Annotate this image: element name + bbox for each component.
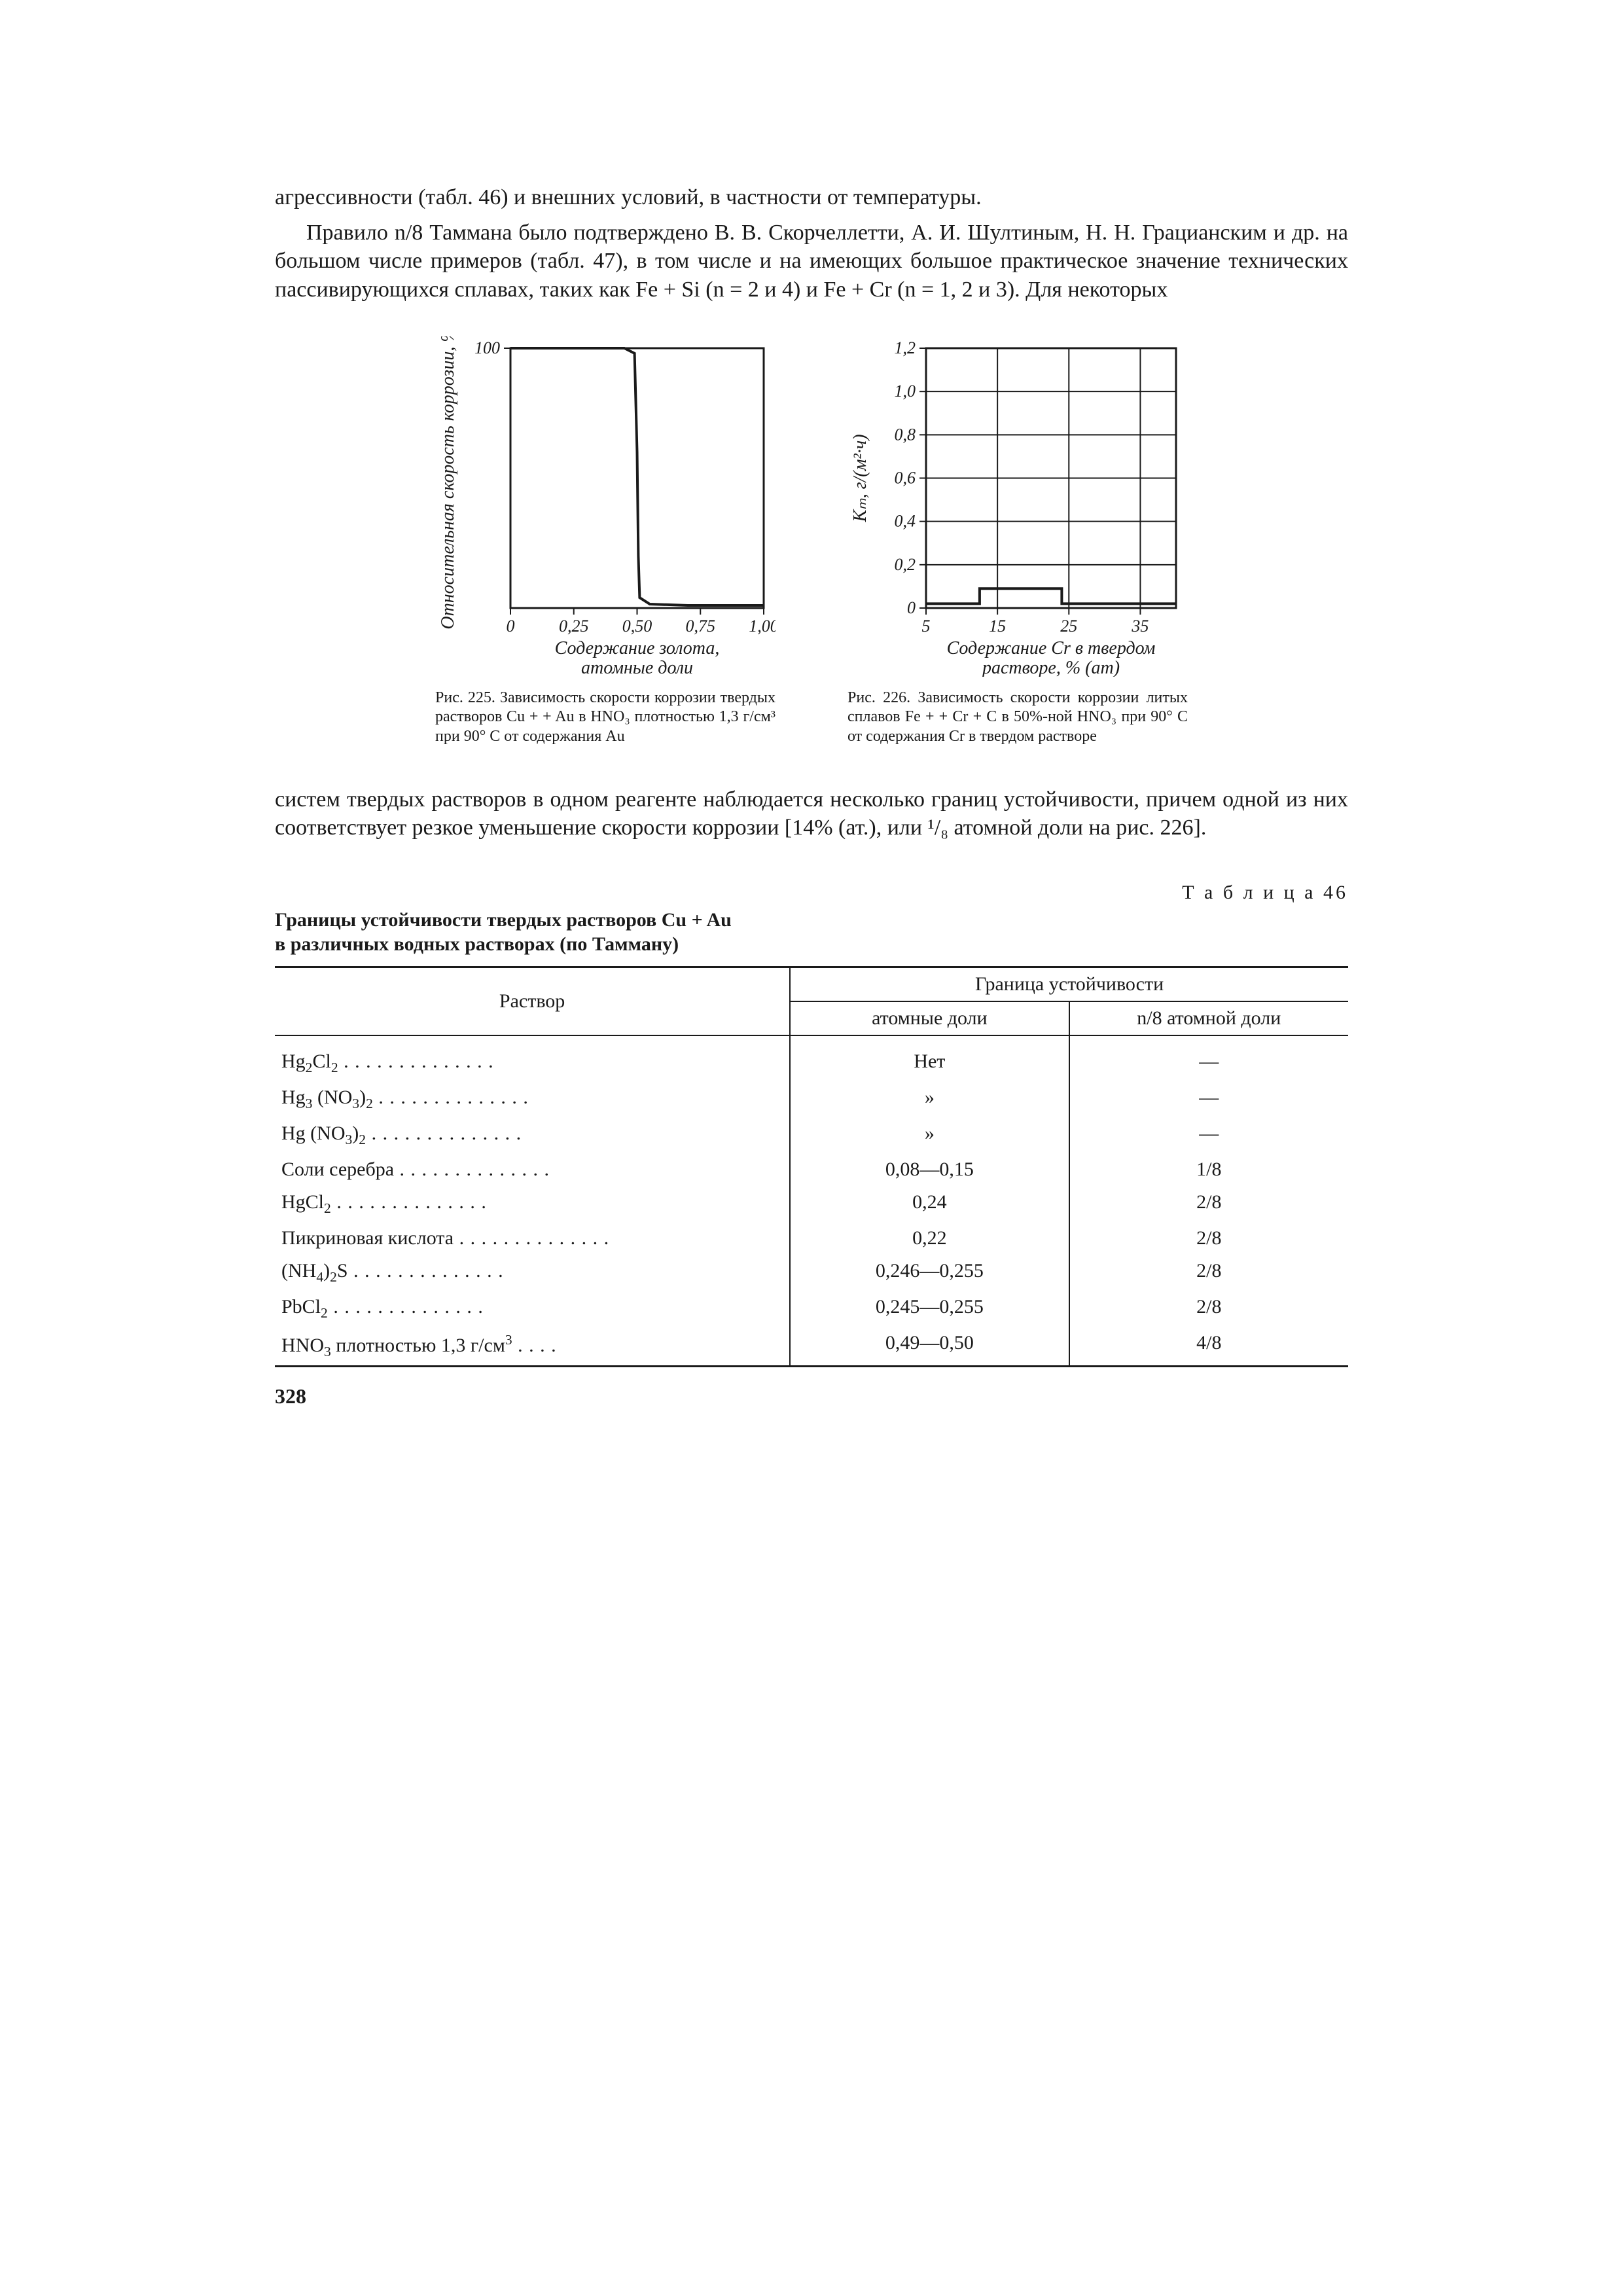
th-group: Граница устойчивости [790,967,1348,1001]
svg-text:0,4: 0,4 [895,512,916,531]
cell-n8: 2/8 [1069,1186,1348,1222]
svg-text:0,8: 0,8 [895,425,916,444]
cell-n8: 2/8 [1069,1255,1348,1291]
cell-atomic: » [790,1117,1069,1153]
cell-solution: HgCl2 [275,1186,790,1222]
chart-226-svg: 5 15 25 35 0 0,2 0,4 0,6 0,8 1,0 1,2 Kₘ, г/(м²·ч) Со… [847,336,1188,677]
svg-text:0,75: 0,75 [686,617,716,636]
table-46-label: Т а б л и ц а 46 [275,882,1348,904]
cell-solution: HNO3 плотностью 1,3 г/см3 [275,1327,790,1367]
svg-text:0,2: 0,2 [895,555,916,574]
cell-solution: (NH4)2S [275,1255,790,1291]
cell-n8: 2/8 [1069,1222,1348,1255]
svg-text:0,25: 0,25 [559,617,589,636]
svg-text:Относительная скорость коррози: Относительная скорость коррозии, % [438,336,458,630]
figure-226: 5 15 25 35 0 0,2 0,4 0,6 0,8 1,0 1,2 Kₘ, г/(м²·ч) Со… [847,336,1188,746]
cell-n8: — [1069,1035,1348,1081]
cell-n8: — [1069,1117,1348,1153]
table-row: Hg2Cl2Нет— [275,1035,1348,1081]
charts-row: 00,250,500,751,00100Относительная скорос… [275,336,1348,746]
svg-text:0: 0 [507,617,515,636]
cell-solution: Соли серебра [275,1153,790,1186]
svg-text:1,2: 1,2 [895,338,916,357]
cell-solution: Пикриновая кислота [275,1222,790,1255]
table-row: HNO3 плотностью 1,3 г/см30,49—0,504/8 [275,1327,1348,1367]
table-row: PbCl20,245—0,2552/8 [275,1291,1348,1327]
cell-n8: 2/8 [1069,1291,1348,1327]
cell-atomic: Нет [790,1035,1069,1081]
svg-text:растворе, % (ат): растворе, % (ат) [981,658,1120,677]
th-solution: Раствор [275,967,790,1035]
cell-solution: PbCl2 [275,1291,790,1327]
cell-atomic: » [790,1081,1069,1117]
svg-text:35: 35 [1131,617,1149,636]
cell-n8: 1/8 [1069,1153,1348,1186]
paragraph-3: систем твердых растворов в одном реагент… [275,785,1348,842]
svg-text:Содержание Cr в твердом: Содержание Cr в твердом [947,638,1156,658]
table-row: Hg (NO3)2»— [275,1117,1348,1153]
table-46-title: Границы устойчивости твердых растворов C… [275,908,1348,957]
table-row: HgCl20,242/8 [275,1186,1348,1222]
cell-solution: Hg (NO3)2 [275,1117,790,1153]
cell-atomic: 0,24 [790,1186,1069,1222]
th-atomic: атомные доли [790,1001,1069,1035]
cell-atomic: 0,08—0,15 [790,1153,1069,1186]
svg-text:атомные доли: атомные доли [581,658,693,677]
figure-225-caption: Рис. 225. Зависимость скорости коррозии … [435,689,776,746]
table-46: Раствор Граница устойчивости атомные дол… [275,966,1348,1367]
cell-n8: 4/8 [1069,1327,1348,1367]
table-row: (NH4)2S0,246—0,2552/8 [275,1255,1348,1291]
cell-solution: Hg2Cl2 [275,1035,790,1081]
svg-text:25: 25 [1060,617,1077,636]
th-n8: n/8 атомной доли [1069,1001,1348,1035]
svg-text:5: 5 [922,617,931,636]
cell-atomic: 0,246—0,255 [790,1255,1069,1291]
svg-text:Содержание золота,: Содержание золота, [555,638,720,658]
cell-atomic: 0,22 [790,1222,1069,1255]
svg-text:Kₘ, г/(м²·ч): Kₘ, г/(м²·ч) [850,435,870,523]
svg-text:1,00: 1,00 [749,617,776,636]
figure-225: 0 0,25 0,50 0,75 1,00 100 Относительная скорос… [435,336,776,746]
svg-text:0,50: 0,50 [622,617,652,636]
paragraph-1: агрессивности (табл. 46) и внешних услов… [275,183,1348,212]
svg-text:15: 15 [989,617,1006,636]
svg-text:0: 0 [907,598,916,617]
chart-225-svg: 0 0,25 0,50 0,75 1,00 100 Относительная скорос… [435,336,776,677]
cell-atomic: 0,49—0,50 [790,1327,1069,1367]
svg-text:100: 100 [474,338,500,357]
svg-text:1,0: 1,0 [895,382,916,401]
paragraph-2: Правило n/8 Таммана было подтверждено В.… [275,219,1348,304]
table-row: Соли серебра0,08—0,151/8 [275,1153,1348,1186]
cell-n8: — [1069,1081,1348,1117]
table-row: Пикриновая кислота0,222/8 [275,1222,1348,1255]
cell-solution: Hg3 (NO3)2 [275,1081,790,1117]
paragraph-2-text: Правило n/8 Таммана было подтверждено В.… [275,221,1348,302]
svg-text:0,6: 0,6 [895,469,916,488]
cell-atomic: 0,245—0,255 [790,1291,1069,1327]
page-number: 328 [275,1384,1348,1408]
table-row: Hg3 (NO3)2»— [275,1081,1348,1117]
figure-226-caption: Рис. 226. Зависимость скорости коррозии … [847,689,1188,746]
